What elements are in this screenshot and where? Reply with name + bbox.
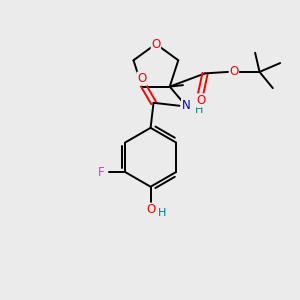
Text: O: O (137, 72, 146, 85)
Text: F: F (98, 166, 105, 178)
Text: O: O (146, 203, 155, 216)
Text: O: O (196, 94, 205, 107)
Text: O: O (151, 38, 160, 50)
Text: H: H (195, 105, 203, 115)
Text: O: O (229, 65, 239, 78)
Text: N: N (182, 99, 190, 112)
Text: H: H (158, 208, 166, 218)
